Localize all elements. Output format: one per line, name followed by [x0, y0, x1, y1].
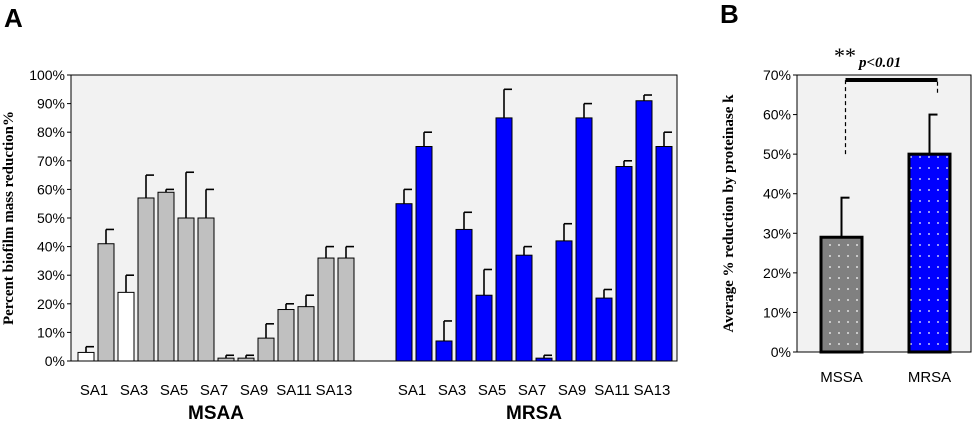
bar-mrsa-sa14: [655, 146, 673, 362]
bar-mrsa-sa10: [575, 117, 593, 362]
bar-msaa-sa2: [97, 243, 115, 362]
bar-msaa-sa6: [177, 217, 195, 362]
y-tick-label-b: 40%: [763, 186, 791, 202]
panel-label-a: A: [4, 3, 23, 33]
bar-msaa-sa11: [277, 309, 295, 362]
bar-msaa-sa13: [317, 257, 335, 362]
y-tick-label-a: 0%: [45, 353, 65, 369]
y-axis-label-a: Percent biofilm mass reduction%: [1, 111, 17, 325]
y-tick-label-a: 100%: [29, 67, 65, 83]
y-tick-label-a: 50%: [37, 210, 65, 226]
y-tick-label-a: 60%: [37, 181, 65, 197]
panel-label-b: B: [720, 0, 739, 29]
x-tick-label-mrsa: SA3: [438, 382, 466, 399]
x-tick-label-msaa: SA9: [240, 382, 268, 399]
y-tick-label-a: 10%: [37, 324, 65, 340]
bar-msaa-sa5: [157, 191, 175, 362]
x-tick-label-mrsa: SA13: [634, 382, 671, 399]
bar-msaa-sa10: [257, 337, 275, 362]
y-tick-label-b: 0%: [771, 344, 791, 360]
bar-mrsa-sa8: [535, 357, 553, 362]
bar-msaa-sa12: [297, 306, 315, 362]
y-tick-label-b: 30%: [763, 225, 791, 241]
bar-mrsa-sa6: [495, 117, 513, 362]
x-tick-label-msaa: SA3: [120, 382, 148, 399]
x-tick-label-msaa: SA7: [200, 382, 228, 399]
x-tick-label-mrsa: SA9: [558, 382, 586, 399]
x-tick-label-mrsa: SA7: [518, 382, 546, 399]
bar-mrsa-sa4: [455, 228, 473, 362]
bar-msaa-sa9: [237, 357, 255, 362]
y-tick-label-a: 20%: [37, 296, 65, 312]
y-tick-label-a: 70%: [37, 153, 65, 169]
bar-mrsa: [907, 152, 952, 354]
y-tick-label-a: 90%: [37, 96, 65, 112]
x-tick-label-b: MSSA: [820, 369, 863, 386]
bar-mrsa-sa11: [595, 297, 613, 362]
bar-msaa-sa7: [197, 217, 215, 362]
bar-mrsa-sa7: [515, 254, 533, 362]
group-label-mrsa: MRSA: [506, 403, 562, 421]
y-tick-label-b: 60%: [763, 107, 791, 123]
group-label-msaa: MSAA: [188, 403, 244, 421]
bar-msaa-sa8: [217, 357, 235, 362]
bar-mrsa-sa2: [415, 146, 433, 362]
x-tick-label-msaa: SA1: [80, 382, 108, 399]
bar-msaa-sa1: [77, 351, 95, 362]
bar-mrsa-sa9: [555, 240, 573, 362]
x-tick-label-mrsa: SA11: [594, 382, 630, 399]
bar-mrsa-sa1: [395, 203, 413, 362]
significance-stars: **: [834, 43, 856, 68]
y-tick-label-a: 80%: [37, 124, 65, 140]
x-tick-label-msaa: SA11: [276, 382, 312, 399]
y-tick-label-b: 50%: [763, 146, 791, 162]
bar-msaa-sa4: [137, 197, 155, 362]
bar-mrsa-sa5: [475, 294, 493, 362]
bar-msaa-sa14: [337, 257, 355, 362]
bar-mrsa-sa13: [635, 100, 653, 362]
y-axis-label-b: Average % reduction by proteinase k: [721, 94, 737, 333]
x-tick-label-msaa: SA13: [316, 382, 353, 399]
y-tick-label-b: 20%: [763, 265, 791, 281]
y-tick-label-b: 10%: [763, 304, 791, 320]
y-tick-label-a: 40%: [37, 239, 65, 255]
x-tick-label-msaa: SA5: [160, 382, 188, 399]
x-tick-label-mrsa: SA5: [478, 382, 506, 399]
bar-mrsa-sa3: [435, 340, 453, 362]
bar-mrsa-sa12: [615, 166, 633, 362]
y-tick-label-a: 30%: [37, 267, 65, 283]
bar-mssa: [819, 235, 864, 354]
y-tick-label-b: 70%: [763, 67, 791, 83]
x-tick-label-mrsa: SA1: [398, 382, 426, 399]
x-tick-label-b: MRSA: [908, 369, 951, 386]
significance-p-value: p<0.01: [857, 55, 901, 71]
bar-msaa-sa3: [117, 291, 135, 362]
